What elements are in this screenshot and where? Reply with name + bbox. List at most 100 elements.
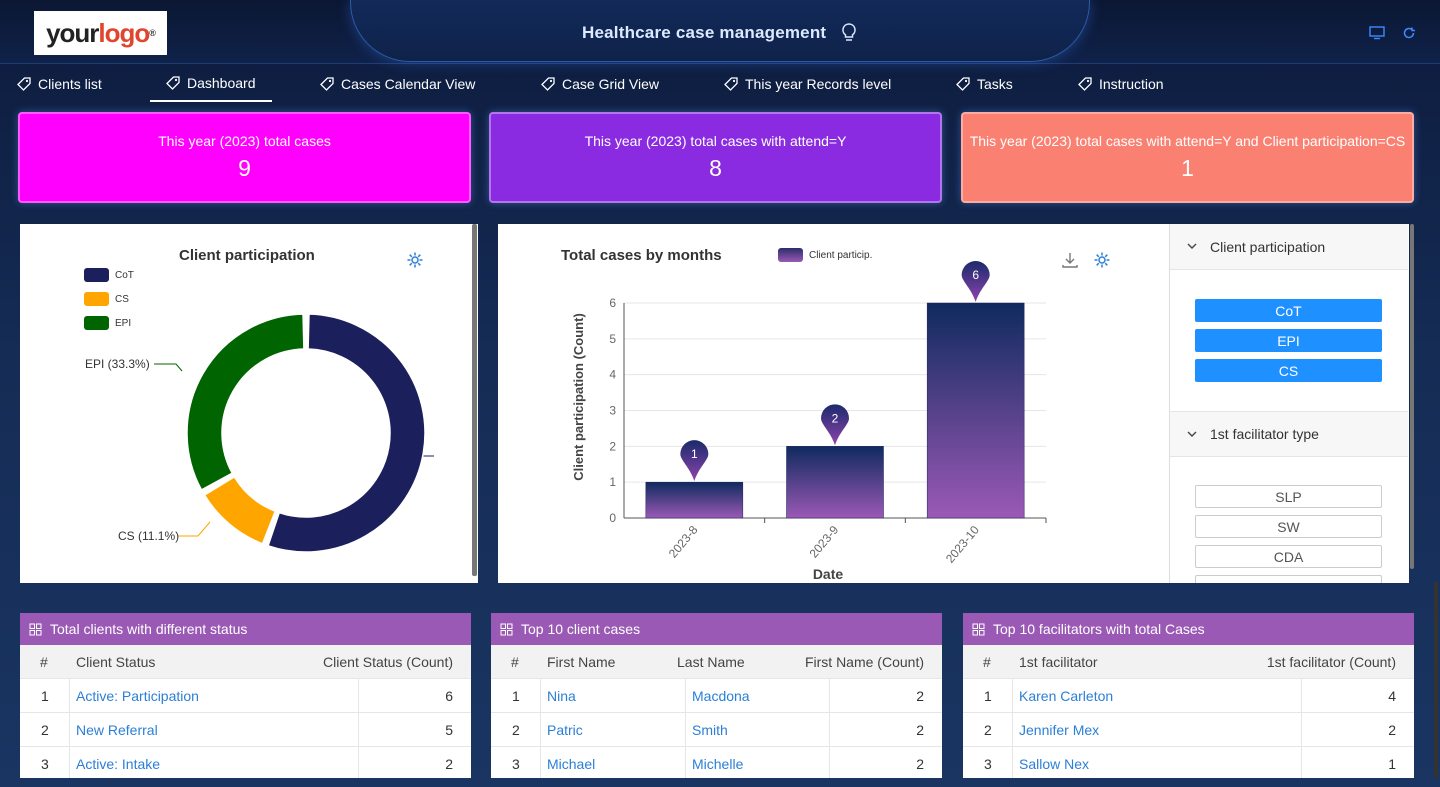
filter-button-more[interactable] (1195, 575, 1382, 583)
column-header[interactable]: First Name (547, 654, 616, 670)
donut-slice-cs (203, 475, 277, 545)
table-row[interactable]: 1 Karen Carleton 4 (963, 679, 1414, 713)
tab-label: Case Grid View (562, 76, 660, 92)
tag-icon (541, 77, 555, 91)
last-name-link[interactable]: Smith (692, 722, 728, 738)
first-name-link[interactable]: Michael (547, 756, 596, 772)
tag-icon (956, 77, 970, 91)
legend-swatch (84, 292, 109, 306)
filter-button-cs[interactable]: CS (1195, 359, 1382, 382)
filter-group-client-participation[interactable]: Client participation (1170, 224, 1408, 270)
filter-button-epi[interactable]: EPI (1195, 329, 1382, 352)
legend-swatch (778, 248, 803, 262)
tab-case-grid-view[interactable]: Case Grid View (541, 66, 659, 102)
filter-panel: Client participation CoT EPI CS 1st faci… (1169, 224, 1409, 583)
first-name-link[interactable]: Nina (547, 688, 576, 704)
tab-dashboard[interactable]: Dashboard (150, 66, 272, 102)
x-tick-label: 2023-8 (666, 523, 701, 561)
nav-tabs: Clients list Dashboard Cases Calendar Vi… (0, 66, 1440, 102)
y-tick-label: 6 (609, 296, 616, 310)
table-row[interactable]: 2 New Referral 5 (20, 713, 471, 747)
column-header[interactable]: 1st facilitator (Count) (1266, 654, 1396, 670)
table-row[interactable]: 2 Patric Smith 2 (491, 713, 942, 747)
legend-label: Client particip. (809, 249, 873, 261)
legend-label: CoT (115, 269, 134, 281)
filter-group-1st-facilitator-type[interactable]: 1st facilitator type (1170, 411, 1408, 457)
facilitator-link[interactable]: Sallow Nex (1019, 756, 1090, 772)
tab-clients-list[interactable]: Clients list (17, 66, 102, 102)
tag-icon (17, 77, 31, 91)
table-row[interactable]: 1 Nina Macdona 2 (491, 679, 942, 713)
x-axis-label: Date (813, 566, 844, 582)
column-header[interactable]: Client Status (Count) (323, 654, 453, 670)
scrollbar[interactable] (1410, 224, 1414, 569)
client-status-link[interactable]: New Referral (76, 722, 158, 738)
table-row[interactable]: 3 Active: Intake 2 (20, 747, 471, 778)
value-marker (821, 404, 849, 446)
settings-icon[interactable] (406, 251, 424, 269)
download-icon[interactable] (1061, 251, 1079, 269)
lightbulb-icon[interactable] (840, 22, 858, 44)
tab-instruction[interactable]: Instruction (1078, 66, 1164, 102)
table-title: Top 10 client cases (521, 621, 641, 637)
monitor-icon[interactable] (1369, 26, 1385, 40)
donut-chart-title: Client participation (179, 247, 315, 264)
column-header[interactable]: # (511, 654, 519, 670)
y-tick-label: 3 (609, 404, 616, 418)
column-header[interactable]: # (40, 654, 48, 670)
column-header[interactable]: 1st facilitator (1019, 654, 1098, 670)
filter-button-sw[interactable]: SW (1195, 515, 1382, 538)
tab-tasks[interactable]: Tasks (956, 66, 1013, 102)
table-row[interactable]: 3 Michael Michelle 2 (491, 747, 942, 778)
kpi-label: This year (2023) total cases with attend… (969, 133, 1406, 149)
filter-group-title: 1st facilitator type (1210, 426, 1319, 442)
client-status-link[interactable]: Active: Participation (76, 688, 199, 704)
donut-label-epi: EPI (33.3%) (85, 357, 150, 371)
bar-2023-9 (786, 446, 884, 519)
tag-icon (724, 77, 738, 91)
row-index: 2 (984, 722, 992, 738)
settings-icon[interactable] (1093, 251, 1111, 269)
y-tick-label: 1 (609, 475, 616, 489)
legend-item-epi[interactable]: EPI (84, 316, 131, 330)
donut-chart-panel: Client participation CoT CS EPI EPI (33.… (20, 224, 478, 583)
tag-icon (1078, 77, 1092, 91)
client-status-link[interactable]: Active: Intake (76, 756, 161, 772)
facilitator-link[interactable]: Jennifer Mex (1019, 722, 1100, 738)
page-scrollbar[interactable] (1434, 582, 1438, 778)
value-marker (680, 440, 709, 482)
kpi-value: 9 (238, 155, 251, 181)
app-title: Healthcare case management (582, 23, 827, 42)
column-header[interactable]: # (983, 654, 991, 670)
scrollbar[interactable] (472, 224, 477, 576)
logo-mark: ® (149, 28, 156, 38)
column-header[interactable]: Client Status (76, 654, 156, 670)
tab-label: Cases Calendar View (341, 76, 476, 92)
last-name-link[interactable]: Michelle (692, 756, 744, 772)
table-row[interactable]: 1 Active: Participation 6 (20, 679, 471, 713)
kpi-card-attend-y-cs: This year (2023) total cases with attend… (961, 112, 1414, 203)
filter-button-cot[interactable]: CoT (1195, 299, 1382, 322)
table-row[interactable]: 2 Jennifer Mex 2 (963, 713, 1414, 747)
filter-button-cda[interactable]: CDA (1195, 545, 1382, 568)
donut-slice-cot (267, 313, 426, 553)
refresh-icon[interactable] (1402, 26, 1416, 40)
facilitator-link[interactable]: Karen Carleton (1019, 688, 1114, 704)
column-header[interactable]: Last Name (677, 654, 745, 670)
last-name-link[interactable]: Macdona (692, 688, 750, 704)
first-name-link[interactable]: Patric (547, 722, 583, 738)
table-row[interactable]: 3 Sallow Nex 1 (963, 747, 1414, 778)
legend-item-cot[interactable]: CoT (84, 268, 134, 282)
tab-this-year-records-level[interactable]: This year Records level (724, 66, 891, 102)
legend-item-cs[interactable]: CS (84, 292, 129, 306)
logo: your logo ® (34, 11, 167, 55)
table-column-headers: # 1st facilitator 1st facilitator (Count… (963, 645, 1414, 679)
tab-cases-calendar-view[interactable]: Cases Calendar View (320, 66, 475, 102)
filter-button-slp[interactable]: SLP (1195, 485, 1382, 508)
count-cell: 5 (445, 722, 453, 738)
tab-label: This year Records level (745, 76, 892, 92)
filter-group-title: Client participation (1210, 238, 1326, 255)
column-header[interactable]: First Name (Count) (804, 654, 924, 670)
legend-item-client-particip[interactable]: Client particip. (778, 248, 872, 262)
row-index: 1 (41, 688, 49, 704)
